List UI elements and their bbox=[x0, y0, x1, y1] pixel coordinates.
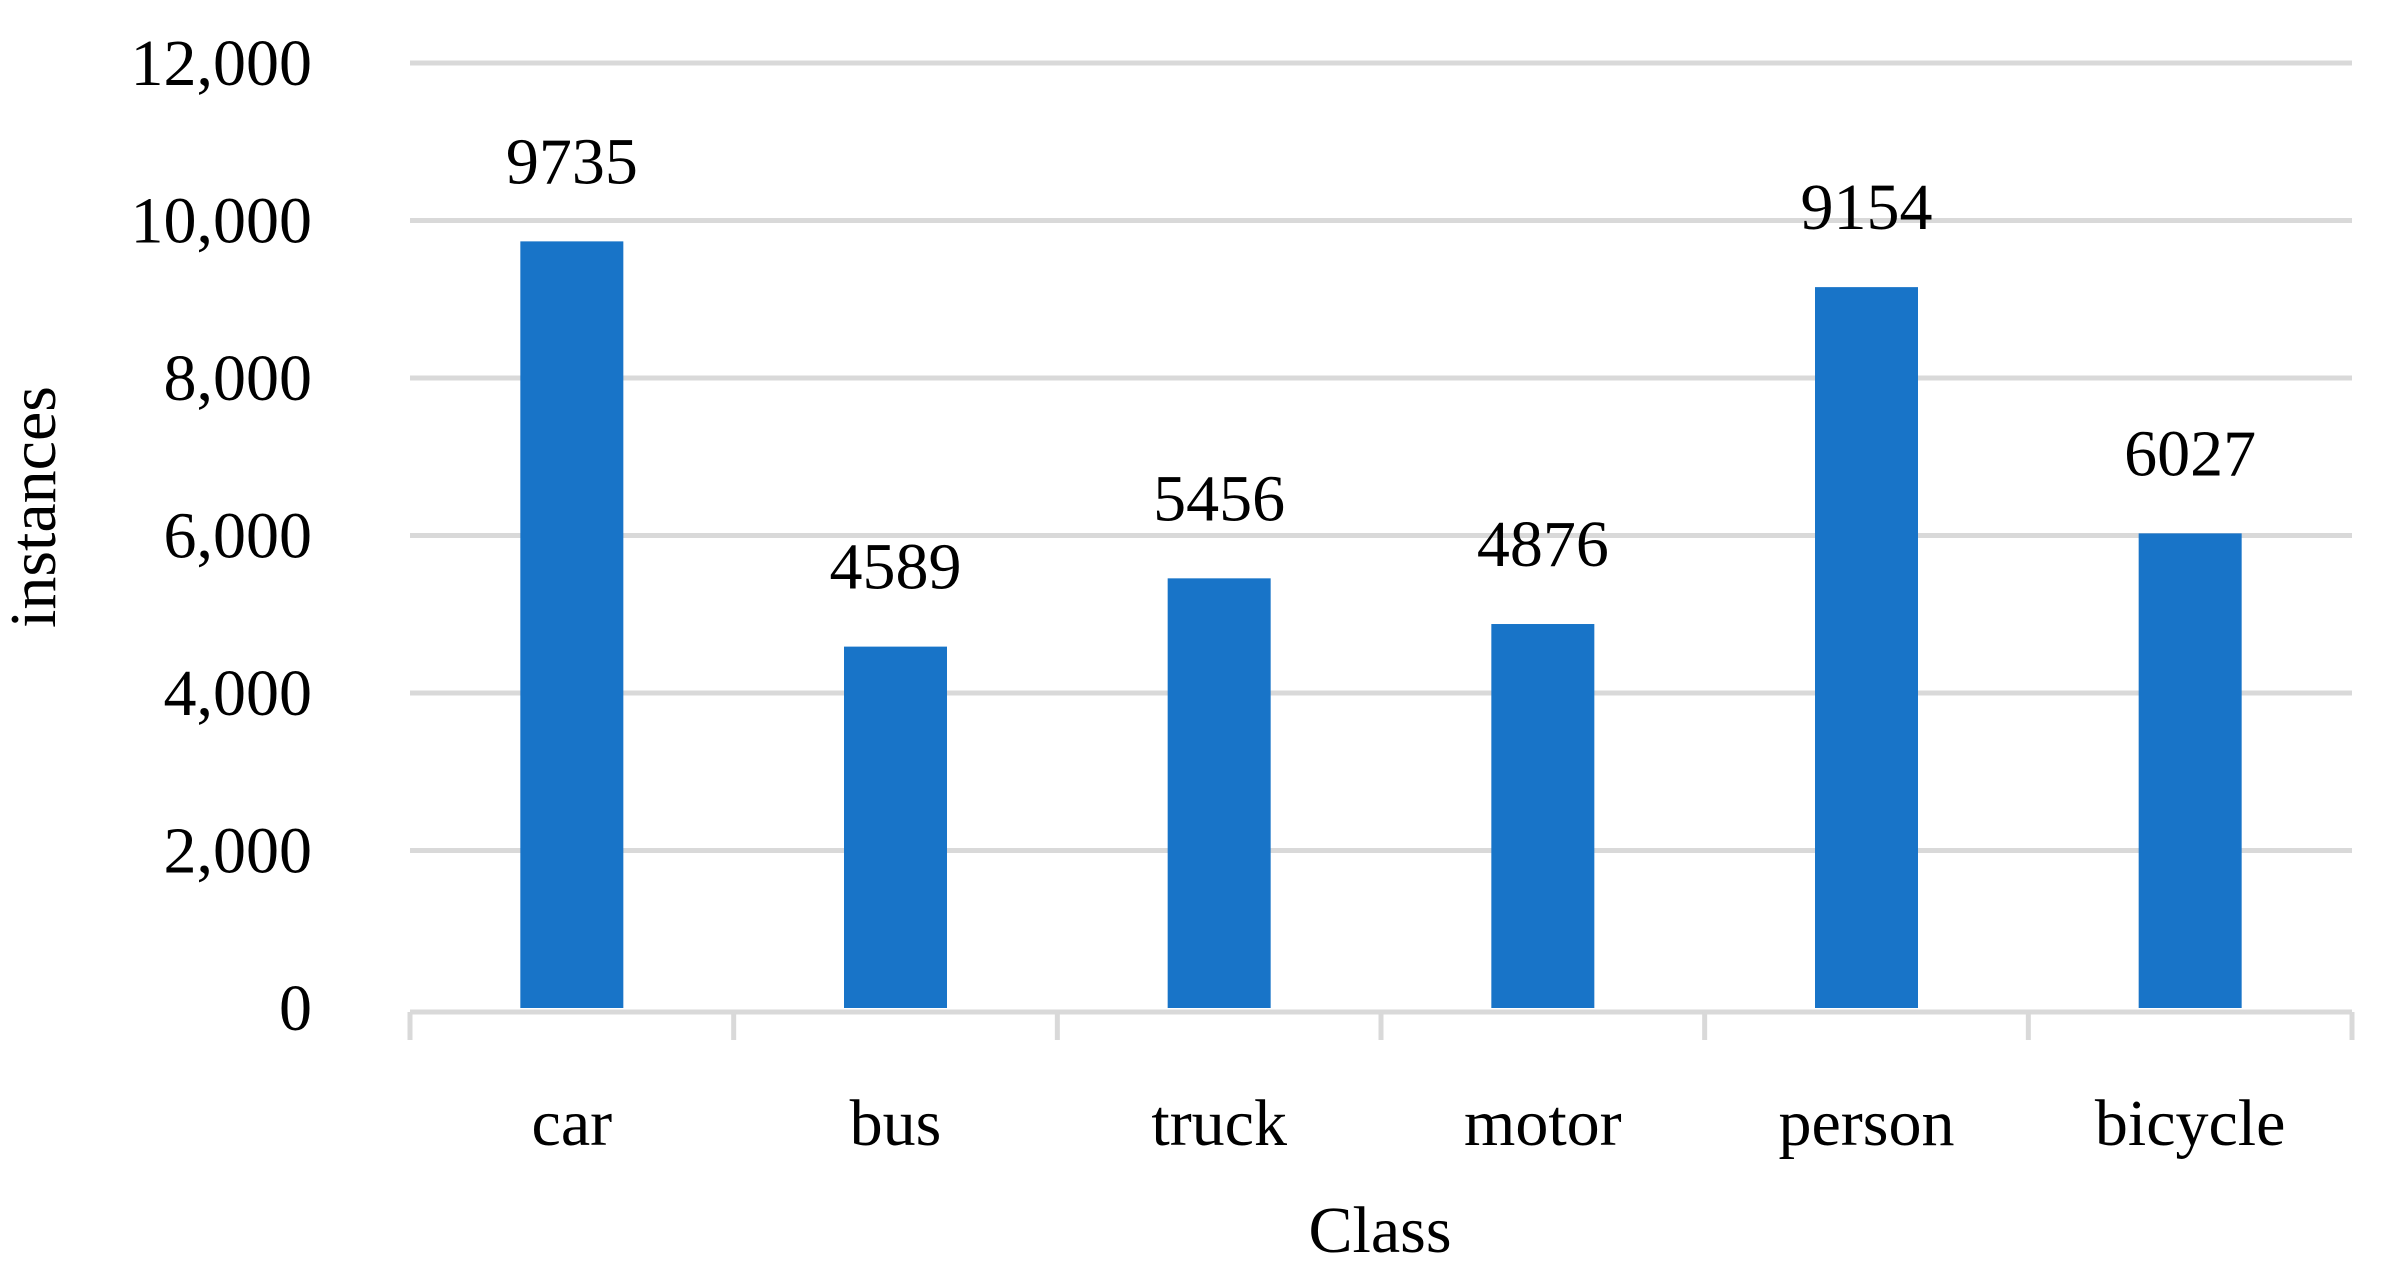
x-axis-title: Class bbox=[1308, 1194, 1451, 1267]
y-tick-label: 4,000 bbox=[164, 657, 313, 730]
bar-truck bbox=[1167, 578, 1271, 1008]
x-tick-label-person: person bbox=[1779, 1087, 1955, 1160]
y-axis-title: instances bbox=[0, 386, 70, 628]
bar-motor bbox=[1491, 624, 1595, 1008]
x-tick-label-bicycle: bicycle bbox=[2095, 1087, 2286, 1160]
y-tick-label: 10,000 bbox=[131, 185, 313, 258]
x-axis-tick-labels: car bus truck motor person bicycle bbox=[532, 1087, 2286, 1160]
y-axis-tick-labels: 0 2,000 4,000 6,000 8,000 10,000 12,000 bbox=[131, 27, 313, 1045]
x-tick-label-truck: truck bbox=[1151, 1087, 1287, 1160]
x-tick-label-motor: motor bbox=[1464, 1087, 1622, 1160]
data-label-bicycle: 6027 bbox=[2124, 417, 2256, 490]
y-tick-label: 6,000 bbox=[164, 500, 313, 573]
data-label-truck: 5456 bbox=[1153, 462, 1285, 535]
bars bbox=[520, 241, 2242, 1008]
bar-car bbox=[520, 241, 624, 1008]
x-tick-label-bus: bus bbox=[850, 1087, 942, 1160]
x-tick-label-car: car bbox=[532, 1087, 613, 1160]
data-label-motor: 4876 bbox=[1477, 508, 1609, 581]
bar-bicycle bbox=[2138, 533, 2242, 1008]
data-label-bus: 4589 bbox=[830, 531, 962, 604]
data-labels: 9735 4589 5456 4876 9154 6027 bbox=[506, 125, 2256, 603]
y-tick-label: 8,000 bbox=[164, 342, 313, 415]
data-label-car: 9735 bbox=[506, 125, 638, 198]
y-tick-label: 12,000 bbox=[131, 27, 313, 100]
x-axis bbox=[407, 1009, 2355, 1040]
y-tick-label: 2,000 bbox=[164, 815, 313, 888]
y-tick-label: 0 bbox=[279, 972, 312, 1045]
gridlines bbox=[410, 60, 2352, 853]
data-label-person: 9154 bbox=[1801, 171, 1933, 244]
bar-bus bbox=[844, 646, 947, 1008]
bar-person bbox=[1815, 287, 1918, 1008]
